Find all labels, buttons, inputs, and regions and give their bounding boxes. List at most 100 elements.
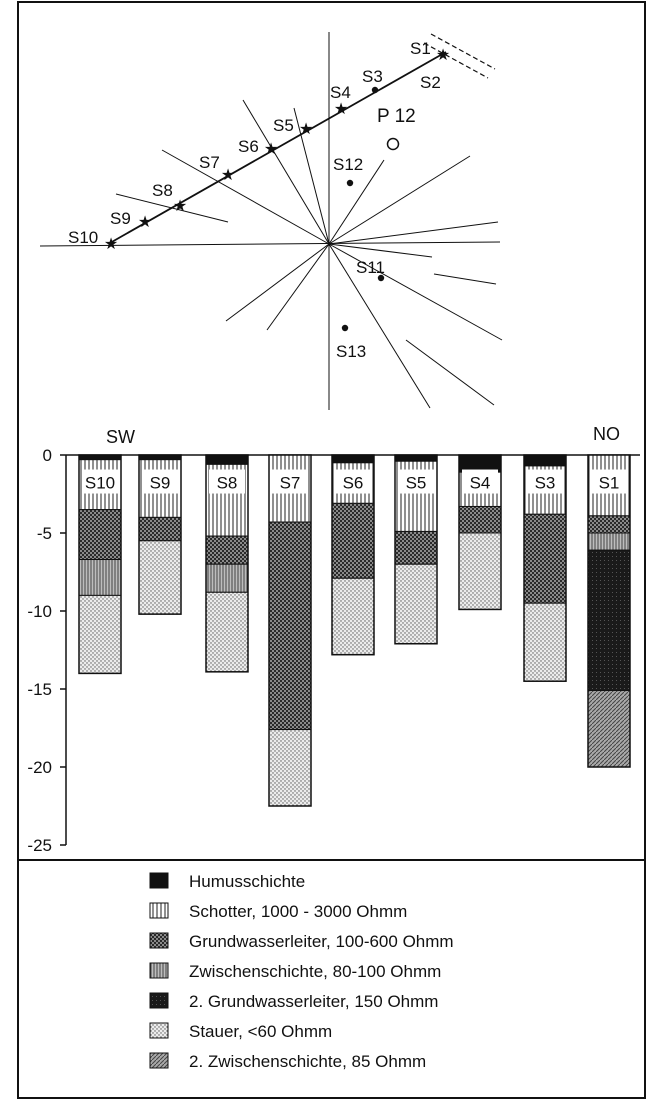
y-tick-label: -25 bbox=[27, 836, 52, 855]
column-outline bbox=[78, 454, 122, 675]
layer-humus bbox=[331, 454, 375, 464]
y-tick-label: -10 bbox=[27, 602, 52, 621]
y-tick-label: 0 bbox=[43, 446, 52, 465]
column-label: S8 bbox=[217, 474, 238, 493]
column-outline bbox=[587, 454, 631, 768]
station-label: S13 bbox=[336, 342, 366, 361]
column-label: S10 bbox=[85, 474, 115, 493]
layer-stauer bbox=[523, 602, 567, 682]
layer-grundwasser bbox=[587, 515, 631, 534]
station-label: S10 bbox=[68, 228, 98, 247]
column-s1: S1 bbox=[587, 454, 631, 768]
column-outline bbox=[268, 454, 312, 807]
layer-zwischen bbox=[205, 563, 249, 593]
column-label-box bbox=[209, 469, 245, 494]
direction-right: NO bbox=[593, 424, 620, 444]
column-label-box bbox=[335, 469, 371, 494]
star-icon: ★ bbox=[104, 236, 118, 253]
legend-item-grundwasser2: 2. Grundwasserleiter, 150 Ohmm bbox=[149, 992, 438, 1011]
station-s10: ★ S10 bbox=[68, 228, 118, 253]
star-icon: ★ bbox=[138, 214, 152, 231]
radial-lines bbox=[39, 32, 503, 410]
layer-humus bbox=[205, 454, 249, 465]
star-icon: ★ bbox=[264, 141, 278, 158]
column-s10: S10 bbox=[78, 454, 122, 675]
star-icon: ★ bbox=[299, 121, 313, 138]
dot-marker bbox=[371, 86, 379, 94]
layer-stauer bbox=[394, 563, 438, 645]
legend-label: Zwischenschichte, 80-100 Ohmm bbox=[189, 962, 441, 981]
legend-item-stauer: Stauer, <60 Ohmm bbox=[149, 1022, 332, 1041]
layer-humus bbox=[394, 454, 438, 462]
layer-stauer bbox=[268, 729, 312, 807]
profile-line bbox=[109, 33, 496, 244]
outer-frame bbox=[17, 1, 646, 1099]
station-label: S4 bbox=[330, 83, 351, 102]
layer-stauer bbox=[138, 540, 182, 615]
station-s1: ★ S1 bbox=[410, 39, 450, 64]
column-label-box bbox=[142, 469, 178, 494]
layer-grundwasser bbox=[394, 530, 438, 565]
station-s4: ★S4 bbox=[330, 83, 351, 118]
direction-left: SW bbox=[106, 427, 135, 447]
legend-swatch bbox=[149, 992, 169, 1009]
column-s9: S9 bbox=[138, 454, 182, 615]
legend-label: Schotter, 1000 - 3000 Ohmm bbox=[189, 902, 407, 921]
station-label: S3 bbox=[362, 67, 383, 86]
legend-swatch bbox=[149, 872, 169, 889]
layer-humus bbox=[523, 454, 567, 467]
layer-grundwasser bbox=[523, 513, 567, 604]
station-s11: S11 bbox=[356, 258, 385, 282]
column-label-box bbox=[462, 469, 498, 494]
legend-label: Humusschichte bbox=[189, 872, 305, 891]
profile-label: P 12 bbox=[377, 106, 416, 127]
layer-zwischen bbox=[78, 559, 122, 596]
station-label: S6 bbox=[238, 137, 259, 156]
column-s3: S3 bbox=[523, 454, 567, 682]
column-s8: S8 bbox=[205, 454, 249, 673]
layer-zwischen2 bbox=[587, 690, 631, 768]
dot-marker bbox=[341, 324, 349, 332]
station-s2: S2 bbox=[420, 73, 441, 92]
dot-marker bbox=[377, 274, 385, 282]
legend-swatch bbox=[149, 962, 169, 979]
legend-label: Stauer, <60 Ohmm bbox=[189, 1022, 332, 1041]
y-ticks: 0 -5 -10 -15 -20 -25 bbox=[27, 446, 66, 855]
station-s6: ★ S6 bbox=[238, 137, 278, 158]
column-s4: S4 bbox=[458, 454, 502, 611]
column-outline bbox=[331, 454, 375, 656]
layer-grundwasser bbox=[458, 505, 502, 534]
column-outline bbox=[138, 454, 182, 615]
layer-stauer bbox=[331, 577, 375, 656]
column-label-box bbox=[591, 469, 627, 494]
legend-item-grundwasser: Grundwasserleiter, 100-600 Ohmm bbox=[149, 932, 454, 951]
star-icon: ★ bbox=[221, 167, 235, 184]
layer-stauer bbox=[78, 594, 122, 674]
star-icon: ★ bbox=[436, 47, 450, 64]
star-icon: ★ bbox=[173, 198, 187, 215]
layer-grundwasser bbox=[268, 521, 312, 731]
column-label-box bbox=[82, 469, 118, 494]
layer-grundwasser2 bbox=[587, 549, 631, 692]
legend-item-zwischen2: 2. Zwischenschichte, 85 Ohmm bbox=[149, 1052, 426, 1071]
column-s5: S5 bbox=[394, 454, 438, 645]
star-icon: ★ bbox=[334, 101, 348, 118]
legend-swatch bbox=[149, 1022, 169, 1039]
legend-label: 2. Grundwasserleiter, 150 Ohmm bbox=[189, 992, 438, 1011]
y-tick-label: -5 bbox=[37, 524, 52, 543]
layer-grundwasser bbox=[331, 502, 375, 579]
station-label: S11 bbox=[356, 258, 385, 277]
column-label: S5 bbox=[406, 474, 427, 493]
column-s7: S7 bbox=[268, 454, 312, 807]
borehole-chart: SW NO 0-5-10-15-20-25 S10 S9 S8 S7 S6 S5 S4 S3 S… bbox=[27, 424, 640, 855]
layer-stauer bbox=[458, 532, 502, 610]
legend-label: Grundwasserleiter, 100-600 Ohmm bbox=[189, 932, 454, 951]
dot-marker bbox=[346, 179, 354, 187]
y-tick-label: -20 bbox=[27, 758, 52, 777]
layer-grundwasser bbox=[78, 509, 122, 561]
station-label: S12 bbox=[333, 155, 363, 174]
legend-label: 2. Zwischenschichte, 85 Ohmm bbox=[189, 1052, 426, 1071]
legend-swatch bbox=[149, 932, 169, 949]
